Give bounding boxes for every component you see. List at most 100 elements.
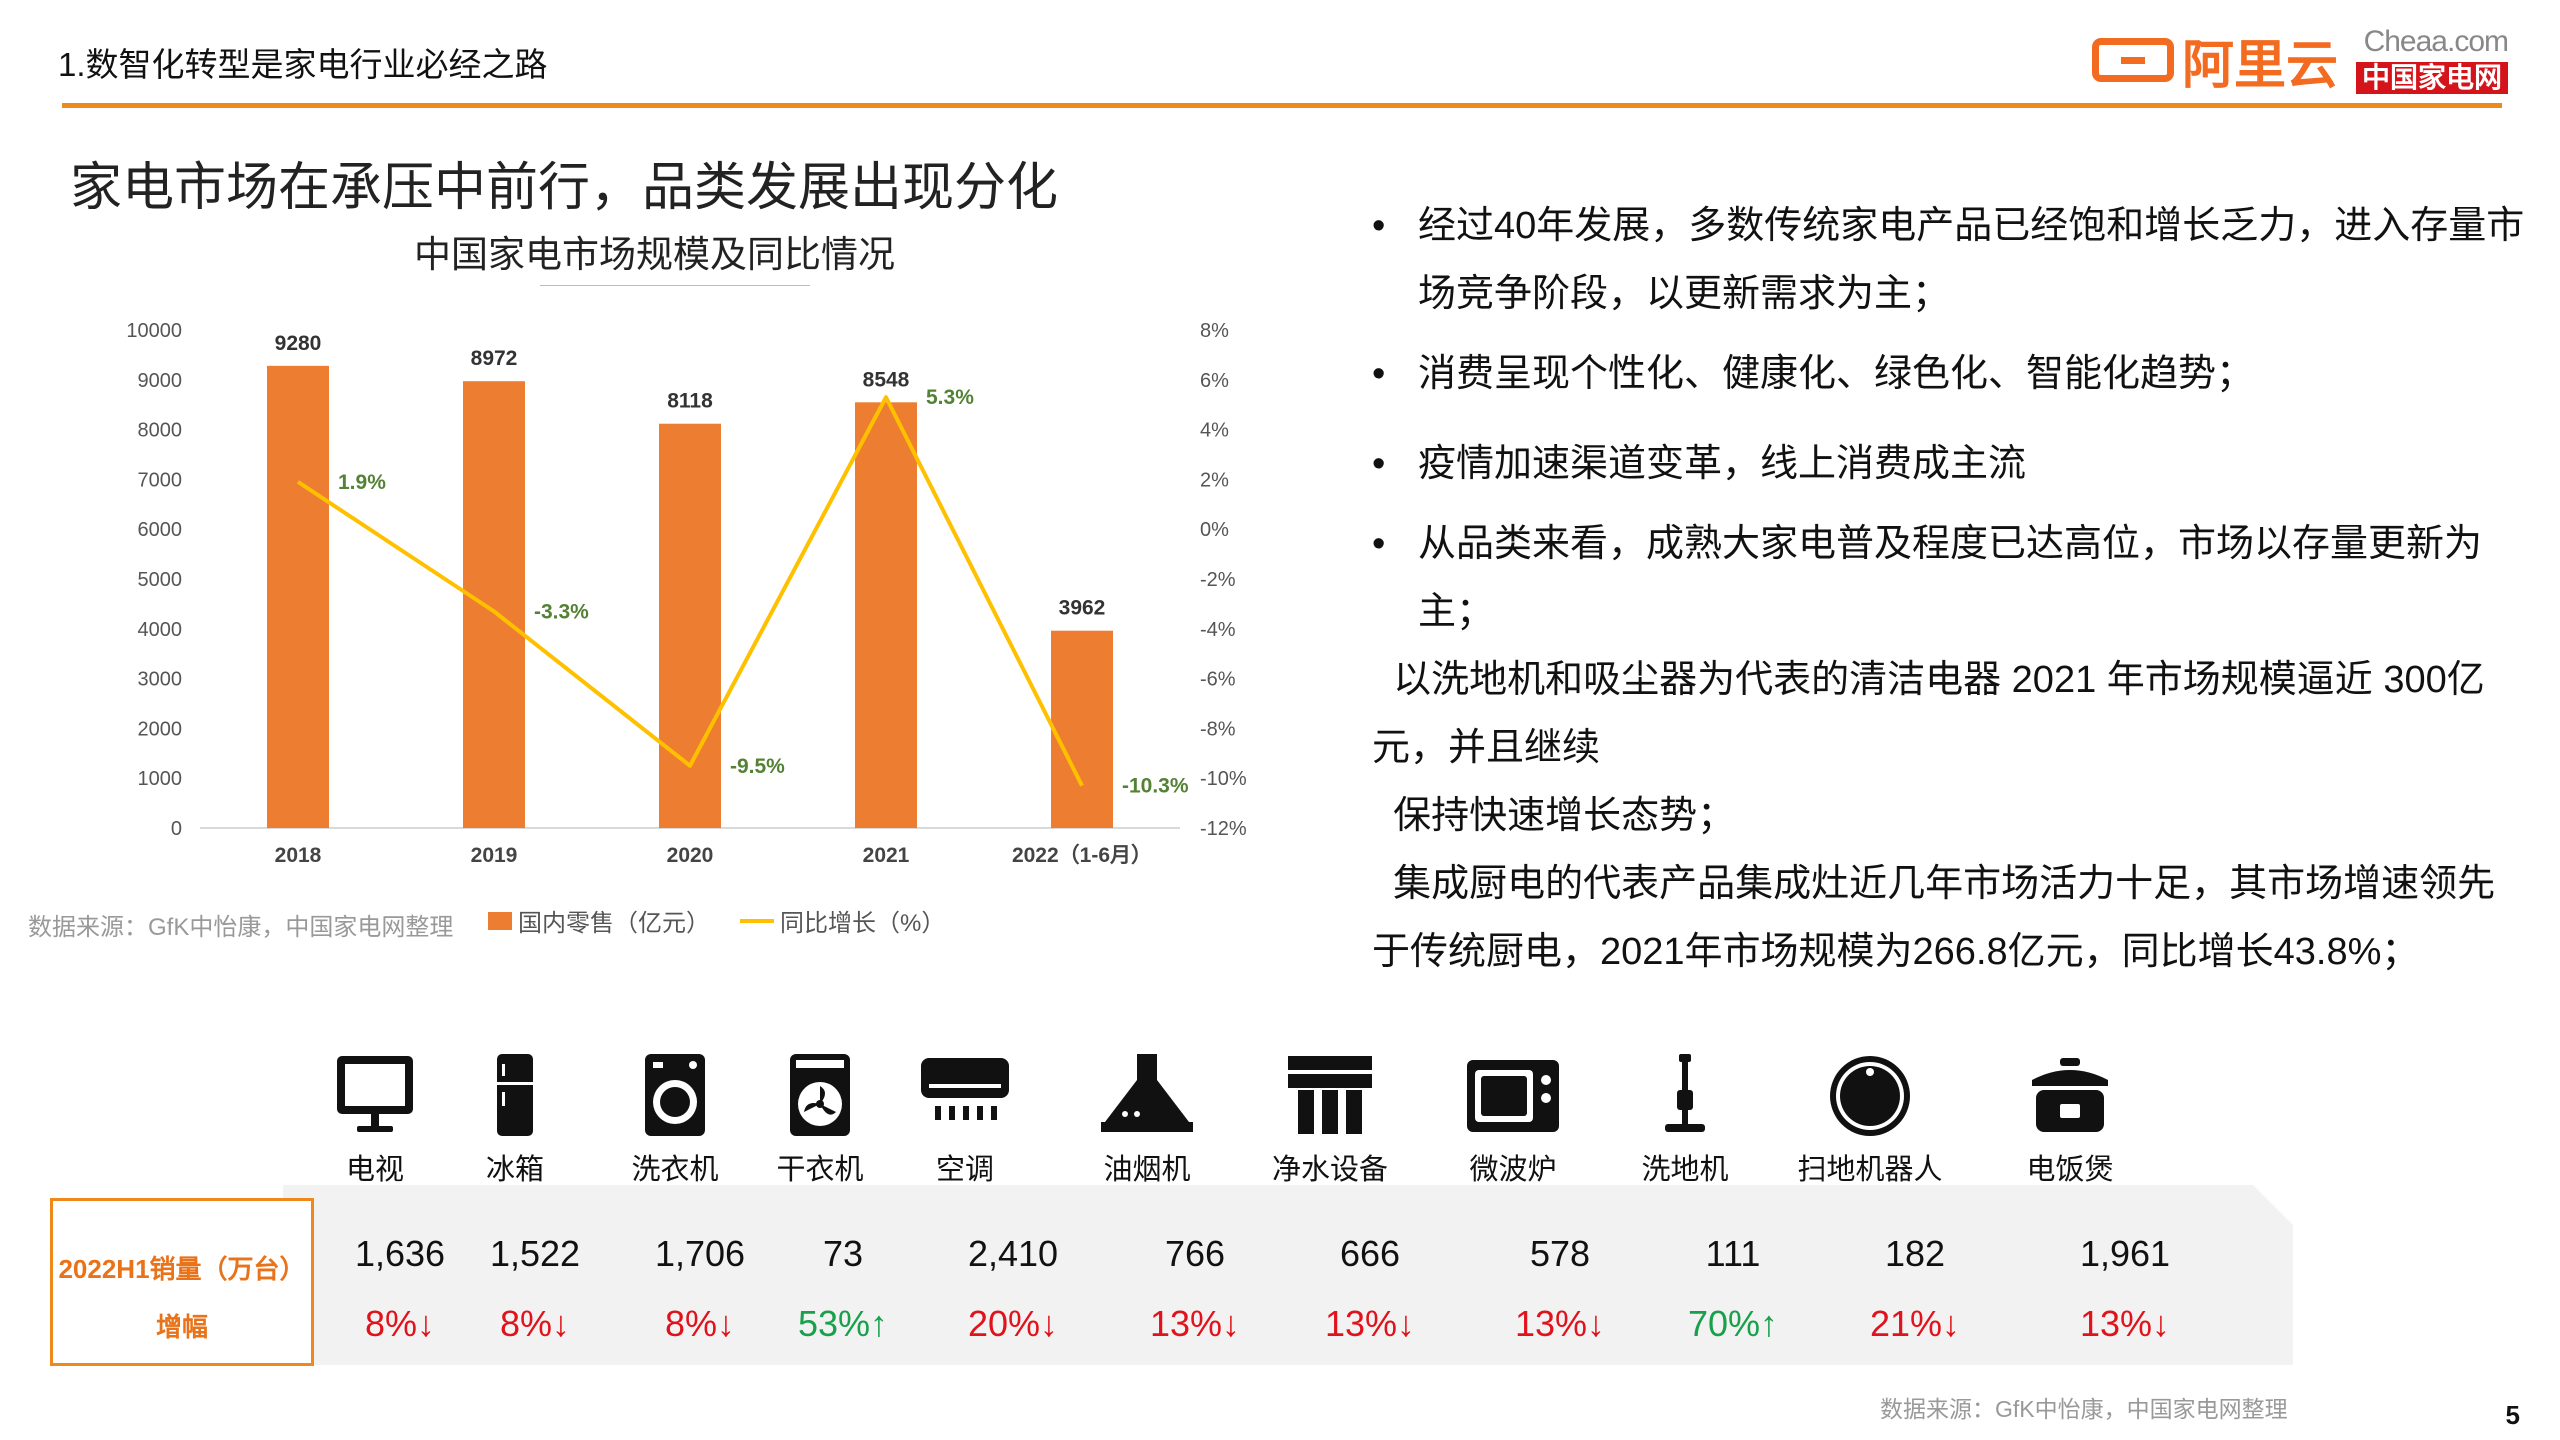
appliance-microwave: 微波炉 [1438, 1050, 1588, 1188]
legend-item-bar: 国内零售（亿元） [488, 903, 710, 938]
market-size-chart: 1000090008000700060005000400030002000100… [126, 320, 1247, 867]
bar-data-label: 3962 [1059, 597, 1106, 620]
growth-value: 13%↓ [1514, 1303, 1606, 1344]
appliance-washer: 洗衣机 [600, 1050, 750, 1188]
data-band [283, 1185, 2293, 1365]
x-tick-label: 2021 [863, 844, 910, 867]
sales-value: 766 [1164, 1233, 1226, 1274]
sales-value: 1,636 [354, 1233, 446, 1274]
bar-data-label: 8118 [667, 390, 713, 413]
legend-line-swatch [740, 918, 774, 923]
sales-value: 666 [1339, 1233, 1401, 1274]
chart-title: 中国家电市场规模及同比情况 [414, 234, 895, 275]
header-title: 1.数智化转型是家电行业必经之路 [58, 46, 548, 83]
y2-tick-label: -6% [1200, 669, 1236, 691]
bar-data-label: 9280 [275, 332, 322, 355]
y-tick-label: 0 [171, 818, 182, 840]
y2-tick-label: 6% [1200, 370, 1229, 392]
chart-title-divider [540, 285, 810, 286]
appliance-tv: 电视 [300, 1050, 450, 1188]
growth-row-label: 增幅 [155, 1312, 208, 1342]
chart-bar [463, 381, 525, 828]
paragraph-line: 元，并且继续 [1372, 727, 1601, 769]
bullet-item: 从品类来看，成熟大家电普及程度已达高位，市场以存量更新为主； [1372, 510, 2532, 646]
y-tick-label: 10000 [126, 320, 182, 342]
appliance-floor-washer: 洗地机 [1610, 1050, 1760, 1188]
paragraph-line: 集成厨电的代表产品集成灶近几年市场活力十足，其市场增速领先 [1372, 863, 2496, 905]
air-conditioner-icon [921, 1058, 1009, 1120]
aliyun-logo-text: 阿里云 [2181, 36, 2338, 95]
appliance-label: 油烟机 [1103, 1154, 1191, 1186]
paragraph-line: 保持快速增长态势； [1372, 795, 1736, 837]
sales-value: 182 [1884, 1233, 1946, 1274]
y2-tick-label: 2% [1200, 469, 1229, 491]
x-tick-label: 2019 [471, 844, 518, 867]
page-number: 5 [2505, 1400, 2520, 1430]
robot-vacuum-icon [1830, 1056, 1910, 1136]
sales-value: 1,522 [489, 1233, 581, 1274]
y2-tick-label: -4% [1200, 619, 1236, 641]
y-tick-label: 5000 [138, 569, 183, 591]
row-label-box: 2022H1销量（万台） 增幅 [50, 1198, 314, 1366]
appliance-icons-row: 电视 冰箱 洗衣机 干衣机 [300, 1050, 2200, 1186]
appliance-label: 微波炉 [1469, 1154, 1557, 1186]
chart-legend: 国内零售（亿元） 同比增长（%） [488, 903, 945, 938]
chart-bar [855, 402, 917, 828]
section-title: 家电市场在承压中前行，品类发展出现分化 [70, 159, 1059, 217]
logo-group: 阿里云 Cheaa.com 中国家电网 [2091, 26, 2509, 95]
tv-icon [337, 1056, 413, 1132]
appliance-label: 冰箱 [485, 1154, 544, 1186]
appliance-water-purifier: 净水设备 [1255, 1050, 1405, 1188]
appliance-ac: 空调 [890, 1050, 1040, 1188]
appliance-label: 空调 [935, 1154, 994, 1186]
y2-tick-label: 4% [1200, 420, 1229, 442]
bullet-item: 疫情加速渠道变革，线上消费成主流 [1372, 430, 2532, 498]
growth-line [296, 395, 1084, 787]
appliance-label: 电饭煲 [2026, 1154, 2114, 1186]
dryer-icon [790, 1054, 850, 1136]
appliance-dryer: 干衣机 [745, 1050, 895, 1188]
floor-washer-icon [1665, 1054, 1705, 1132]
appliance-label: 净水设备 [1271, 1154, 1388, 1186]
growth-value: 13%↓ [1149, 1303, 1241, 1344]
data-band-corner [2253, 1185, 2293, 1225]
line-data-label: -3.3% [534, 600, 589, 623]
washer-icon [645, 1054, 705, 1136]
fridge-icon [497, 1054, 533, 1136]
appliance-label: 洗地机 [1641, 1154, 1729, 1186]
header-divider [62, 103, 2502, 108]
bullet-item: 经过40年发展，多数传统家电产品已经饱和增长乏力，进入存量市场竞争阶段，以更新需… [1372, 192, 2532, 328]
line-data-label: 1.9% [338, 471, 386, 494]
y-tick-label: 4000 [138, 619, 183, 641]
cheaa-logo: Cheaa.com 中国家电网 [2355, 26, 2509, 94]
legend-bar-swatch [488, 911, 512, 930]
growth-value: 8%↓ [664, 1303, 736, 1344]
chart-source: 数据来源：GfK中怡康，中国家电网整理 [28, 914, 454, 941]
y2-tick-label: -10% [1200, 768, 1247, 790]
y2-tick-label: -2% [1200, 569, 1236, 591]
cheaa-logo-cn: 中国家电网 [2355, 61, 2508, 94]
legend-item-line: 同比增长（%） [740, 903, 945, 938]
appliance-rice-cooker: 电饭煲 [1995, 1050, 2145, 1188]
growth-value: 13%↓ [2079, 1303, 2171, 1344]
appliance-label: 干衣机 [776, 1154, 864, 1186]
y-tick-label: 3000 [138, 669, 183, 691]
sales-value: 111 [1705, 1233, 1761, 1274]
microwave-icon [1467, 1060, 1559, 1132]
y-tick-label: 6000 [138, 519, 183, 541]
legend-bar-label: 国内零售（亿元） [518, 910, 710, 937]
sales-value: 2,410 [967, 1233, 1059, 1274]
appliance-label: 电视 [345, 1154, 404, 1186]
bar-data-label: 8548 [863, 368, 910, 391]
growth-value: 21%↓ [1869, 1303, 1961, 1344]
y-tick-label: 1000 [138, 768, 183, 790]
y-tick-label: 8000 [138, 420, 183, 442]
line-data-label: -9.5% [730, 755, 785, 778]
paragraph-line: 于传统厨电，2021年市场规模为266.8亿元，同比增长43.8%； [1372, 931, 2420, 973]
y-tick-label: 7000 [138, 469, 183, 491]
aliyun-logo: 阿里云 [2091, 23, 2338, 98]
legend-line-label: 同比增长（%） [780, 910, 946, 937]
sales-row-label: 2022H1销量（万台） [58, 1254, 306, 1284]
paragraph-line: 以洗地机和吸尘器为代表的清洁电器 2021 年市场规模逼近 300亿 [1372, 659, 2485, 701]
growth-value: 70%↑ [1687, 1303, 1779, 1344]
